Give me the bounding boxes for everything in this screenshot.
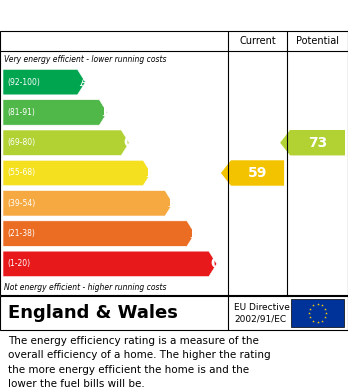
Text: Very energy efficient - lower running costs: Very energy efficient - lower running co… xyxy=(4,54,166,63)
Text: Current: Current xyxy=(239,36,276,46)
Polygon shape xyxy=(3,160,151,186)
Polygon shape xyxy=(3,221,195,246)
Text: Not energy efficient - higher running costs: Not energy efficient - higher running co… xyxy=(4,283,166,292)
Text: B: B xyxy=(101,106,113,119)
Text: Energy Efficiency Rating: Energy Efficiency Rating xyxy=(9,7,230,23)
Text: The energy efficiency rating is a measure of the
overall efficiency of a home. T: The energy efficiency rating is a measur… xyxy=(8,336,271,389)
Text: (1-20): (1-20) xyxy=(7,259,30,268)
Polygon shape xyxy=(3,130,129,156)
Text: C: C xyxy=(123,136,134,150)
Polygon shape xyxy=(3,100,107,125)
Text: E: E xyxy=(167,196,177,210)
Text: 73: 73 xyxy=(308,136,327,150)
Text: (81-91): (81-91) xyxy=(7,108,35,117)
Text: (21-38): (21-38) xyxy=(7,229,35,238)
Polygon shape xyxy=(280,130,345,156)
Text: 2002/91/EC: 2002/91/EC xyxy=(234,315,286,324)
Text: A: A xyxy=(79,75,90,89)
Text: D: D xyxy=(145,166,157,180)
Text: G: G xyxy=(211,257,223,271)
Text: EU Directive: EU Directive xyxy=(234,303,290,312)
Bar xyxy=(291,300,344,326)
Text: (55-68): (55-68) xyxy=(7,169,35,178)
Polygon shape xyxy=(3,70,86,95)
Polygon shape xyxy=(3,190,173,216)
Text: (69-80): (69-80) xyxy=(7,138,35,147)
Text: (92-100): (92-100) xyxy=(7,78,40,87)
Text: Potential: Potential xyxy=(296,36,339,46)
Text: England & Wales: England & Wales xyxy=(8,304,178,322)
Polygon shape xyxy=(221,160,284,186)
Polygon shape xyxy=(3,251,217,276)
Text: (39-54): (39-54) xyxy=(7,199,35,208)
Text: 59: 59 xyxy=(248,166,267,180)
Text: F: F xyxy=(189,226,199,240)
